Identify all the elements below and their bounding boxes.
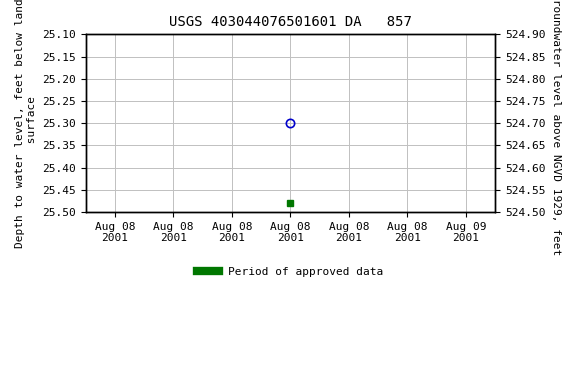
Title: USGS 403044076501601 DA   857: USGS 403044076501601 DA 857: [169, 15, 412, 29]
Y-axis label: Depth to water level, feet below land
 surface: Depth to water level, feet below land su…: [15, 0, 37, 248]
Y-axis label: Groundwater level above NGVD 1929, feet: Groundwater level above NGVD 1929, feet: [551, 0, 561, 255]
Legend: Period of approved data: Period of approved data: [193, 262, 388, 281]
